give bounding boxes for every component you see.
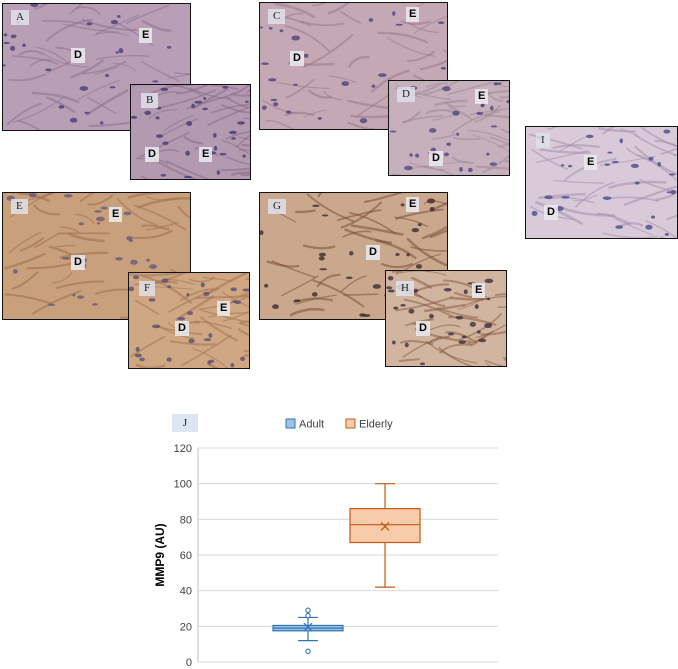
panel-label: F bbox=[139, 281, 156, 296]
epidermis-tag: E bbox=[475, 89, 489, 104]
epidermis-tag: E bbox=[199, 147, 213, 162]
panel-j-label: J bbox=[172, 414, 198, 432]
box-adult bbox=[272, 607, 344, 655]
epidermis-tag: E bbox=[472, 283, 486, 298]
dermis-tag: D bbox=[429, 151, 443, 166]
epidermis-tag: E bbox=[217, 301, 231, 316]
outlier-point bbox=[305, 612, 311, 619]
panel-label: A bbox=[11, 10, 29, 25]
dermis-tag: D bbox=[544, 205, 558, 220]
micrograph-panel-f: F D E bbox=[128, 272, 250, 369]
legend-label: Elderly bbox=[359, 419, 393, 431]
y-tick-label: 100 bbox=[174, 479, 192, 491]
panel-label: I bbox=[536, 133, 550, 148]
outlier-point bbox=[305, 607, 311, 614]
box-iqr bbox=[349, 508, 421, 544]
box-iqr bbox=[272, 624, 344, 632]
mean-marker bbox=[303, 622, 313, 632]
epidermis-tag: E bbox=[406, 197, 420, 212]
y-tick-label: 0 bbox=[186, 657, 192, 669]
dermis-tag: D bbox=[145, 147, 159, 162]
y-tick-label: 80 bbox=[180, 514, 192, 526]
dermis-tag: D bbox=[366, 245, 380, 260]
legend-swatch bbox=[285, 418, 296, 429]
panel-label: G bbox=[268, 199, 286, 214]
epidermis-tag: E bbox=[109, 207, 123, 222]
legend-swatch bbox=[345, 418, 356, 429]
legend-label: Adult bbox=[299, 419, 324, 431]
panel-label: C bbox=[268, 9, 286, 24]
panel-label: H bbox=[396, 281, 414, 296]
dermis-tag: D bbox=[71, 48, 85, 63]
epidermis-tag: E bbox=[406, 7, 420, 22]
dermis-tag: D bbox=[416, 321, 430, 336]
epidermis-tag: E bbox=[584, 155, 598, 170]
dermis-tag: D bbox=[175, 321, 189, 336]
y-tick-label: 40 bbox=[180, 586, 192, 598]
micrograph-panel-i: I E D bbox=[525, 126, 678, 239]
dermis-tag: D bbox=[71, 255, 85, 270]
epidermis-tag: E bbox=[139, 28, 153, 43]
dermis-tag: D bbox=[290, 51, 304, 66]
micrograph-panel-h: H E D bbox=[385, 270, 507, 367]
panel-label: E bbox=[11, 199, 28, 214]
outlier-point bbox=[305, 648, 311, 655]
panel-label: B bbox=[141, 93, 159, 108]
y-tick-label: 120 bbox=[174, 443, 192, 455]
y-tick-label: 60 bbox=[180, 550, 192, 562]
mean-marker bbox=[380, 522, 390, 531]
micrograph-panel-d: D E D bbox=[388, 80, 510, 176]
y-axis-label: MMP9 (AU) bbox=[153, 523, 167, 586]
y-tick-label: 20 bbox=[180, 621, 192, 633]
panel-label: D bbox=[397, 87, 415, 102]
box-elderly bbox=[349, 483, 421, 588]
micrograph-panel-b: B D E bbox=[130, 84, 251, 180]
